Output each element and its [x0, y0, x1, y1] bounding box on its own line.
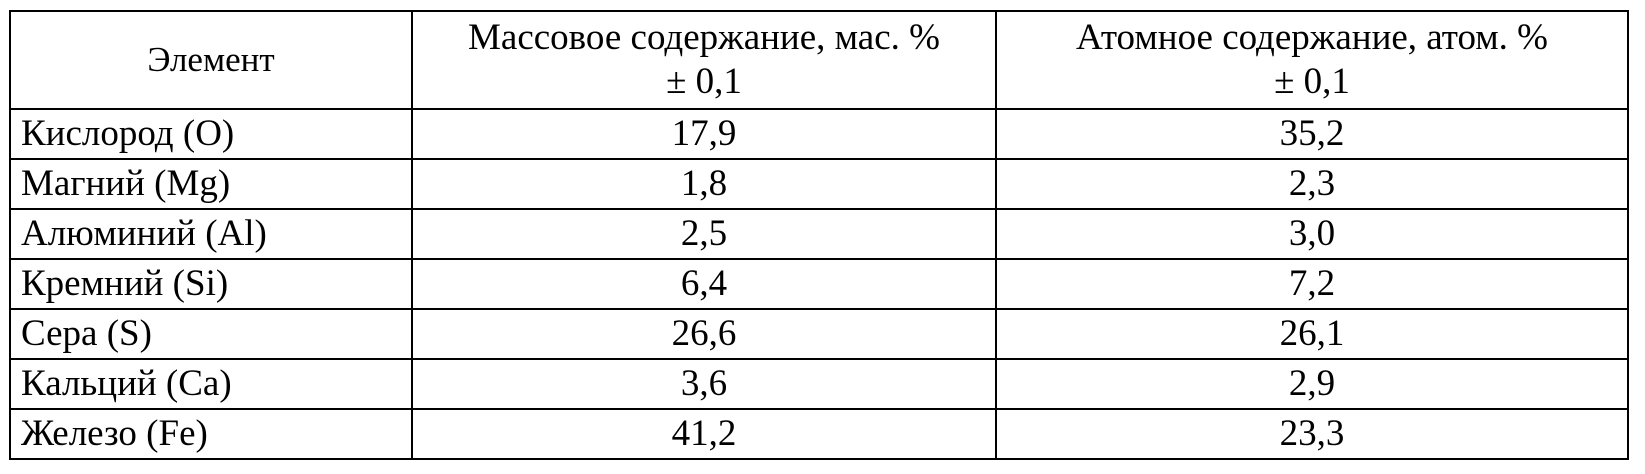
cell-mass: 3,6 — [411, 358, 997, 410]
cell-atomic: 23,3 — [995, 408, 1629, 460]
cell-mass: 6,4 — [411, 258, 997, 310]
table-body: Кислород (O) 17,9 35,2 Магний (Mg) 1,8 2… — [9, 108, 1629, 460]
cell-atomic: 7,2 — [995, 258, 1629, 310]
table-row: Железо (Fe) 41,2 23,3 — [9, 408, 1629, 460]
cell-atomic: 35,2 — [995, 108, 1629, 160]
table-row: Сера (S) 26,6 26,1 — [9, 308, 1629, 360]
table-row: Кислород (O) 17,9 35,2 — [9, 108, 1629, 160]
cell-element: Сера (S) — [9, 308, 413, 360]
cell-element: Кальций (Ca) — [9, 358, 413, 410]
cell-mass: 26,6 — [411, 308, 997, 360]
cell-mass: 41,2 — [411, 408, 997, 460]
header-element-label: Элемент — [147, 40, 275, 79]
cell-mass: 1,8 — [411, 158, 997, 210]
cell-atomic: 2,3 — [995, 158, 1629, 210]
header-element: Элемент — [9, 10, 413, 110]
cell-element: Магний (Mg) — [9, 158, 413, 210]
table-header: Элемент Массовое содержание, мас. % ± 0,… — [9, 10, 1629, 110]
composition-table-container: Элемент Массовое содержание, мас. % ± 0,… — [9, 10, 1629, 460]
cell-element: Алюминий (Al) — [9, 208, 413, 260]
header-atomic-label: Атомное содержание, атом. % — [1076, 17, 1548, 58]
header-mass-error: ± 0,1 — [666, 61, 742, 102]
header-row: Элемент Массовое содержание, мас. % ± 0,… — [9, 10, 1629, 110]
composition-table: Элемент Массовое содержание, мас. % ± 0,… — [9, 10, 1629, 460]
table-row: Магний (Mg) 1,8 2,3 — [9, 158, 1629, 210]
cell-element: Железо (Fe) — [9, 408, 413, 460]
header-atomic-content: Атомное содержание, атом. % ± 0,1 — [995, 10, 1629, 110]
table-row: Кальций (Ca) 3,6 2,9 — [9, 358, 1629, 410]
header-mass-label: Массовое содержание, мас. % — [468, 17, 940, 58]
cell-atomic: 2,9 — [995, 358, 1629, 410]
cell-mass: 17,9 — [411, 108, 997, 160]
cell-element: Кислород (O) — [9, 108, 413, 160]
table-row: Алюминий (Al) 2,5 3,0 — [9, 208, 1629, 260]
cell-mass: 2,5 — [411, 208, 997, 260]
table-row: Кремний (Si) 6,4 7,2 — [9, 258, 1629, 310]
cell-atomic: 3,0 — [995, 208, 1629, 260]
header-mass-content: Массовое содержание, мас. % ± 0,1 — [411, 10, 997, 110]
header-atomic-error: ± 0,1 — [1274, 61, 1350, 102]
cell-atomic: 26,1 — [995, 308, 1629, 360]
cell-element: Кремний (Si) — [9, 258, 413, 310]
